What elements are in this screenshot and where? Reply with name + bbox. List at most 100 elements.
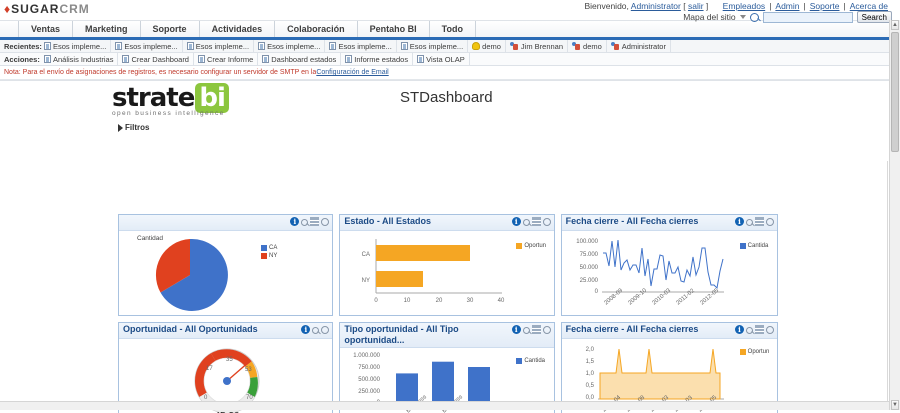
legend-swatch [261,253,267,259]
gear-icon[interactable] [766,218,774,226]
table-icon[interactable] [532,217,541,226]
gear-icon[interactable] [543,326,551,334]
legend-swatch [261,245,267,251]
doc-icon [345,55,352,63]
gear-icon[interactable] [321,326,329,334]
info-icon[interactable]: i [512,217,521,226]
scroll-down-arrow-icon[interactable]: ▼ [891,400,899,410]
horizontal-scrollbar[interactable] [0,401,889,410]
zoom-icon[interactable] [746,219,753,226]
table-icon[interactable] [755,217,764,226]
action-label: Crear Informe [207,55,253,64]
recent-item-label: demo [482,42,501,51]
vertical-scroll-thumb[interactable] [891,32,899,152]
recent-item[interactable]: Esos impleme... [254,40,325,53]
scroll-up-arrow-icon[interactable]: ▲ [891,20,899,30]
svg-text:1,5: 1,5 [585,359,594,365]
sitemap-and-search: Mapa del sitio Search [683,11,892,23]
dashboard-row-2: Oportunidad - All Oportunidads i [118,322,778,413]
current-user-link[interactable]: Administrator [631,1,681,11]
panel-icon-group: i [301,324,329,334]
panel-icon-group: i [512,324,551,334]
tab-colaboracion[interactable]: Colaboración [275,21,358,37]
sitemap-label[interactable]: Mapa del sitio [683,12,735,22]
recent-item-jim-brennan[interactable]: Jim Brennan [506,40,568,53]
recent-item-demo[interactable]: demo [468,40,506,53]
gear-icon[interactable] [766,326,774,334]
panel-body: Cantidad CA NY [119,231,332,315]
svg-text:2012-05: 2012-05 [699,287,720,306]
doc-icon [401,42,408,50]
smtp-notice-text: Nota: Para el envío de asignaciones de r… [4,69,316,76]
recent-item[interactable]: Esos impleme... [111,40,182,53]
tab-pentaho-bi[interactable]: Pentaho BI [358,21,430,37]
search-button[interactable]: Search [857,11,892,23]
legend-label: Oportun [524,243,546,249]
legend-item: Oportun [516,243,546,249]
info-icon[interactable]: i [301,325,310,334]
recent-item-label: Esos impleme... [124,42,177,51]
action-crear-informe[interactable]: Crear Informe [194,53,258,66]
svg-text:2,0: 2,0 [585,347,594,353]
tab-marketing[interactable]: Marketing [73,21,141,37]
dashboard-row-1: i Cantidad CA NY [118,214,778,316]
recent-item-label: Esos impleme... [196,42,249,51]
table-icon[interactable] [755,325,764,334]
svg-text:100.000: 100.000 [576,239,598,245]
tab-todo[interactable]: Todo [430,21,476,37]
zoom-icon[interactable] [523,219,530,226]
recent-item[interactable]: Esos impleme... [325,40,396,53]
vertical-scrollbar[interactable]: ▲ ▼ [889,20,900,410]
legend-label: Cantida [524,358,545,364]
panel-header: Tipo oportunidad - All Tipo oportunidad.… [340,323,553,348]
zoom-icon[interactable] [312,327,319,334]
recent-item[interactable]: Esos impleme... [40,40,111,53]
logout-link[interactable]: salir [688,1,704,11]
info-icon[interactable]: i [735,217,744,226]
svg-text:2010-03: 2010-03 [651,287,672,306]
recent-item[interactable]: Esos impleme... [397,40,468,53]
header-link-admin[interactable]: Admin [775,1,799,11]
action-vista-olap[interactable]: Vista OLAP [413,53,470,66]
recent-item[interactable]: Esos impleme... [183,40,254,53]
header-link-soporte[interactable]: Soporte [810,1,840,11]
action-label: Análisis Industrias [53,55,113,64]
svg-text:CA: CA [362,252,370,258]
zoom-icon[interactable] [746,327,753,334]
tab-actividades[interactable]: Actividades [200,21,276,37]
table-icon[interactable] [532,325,541,334]
action-dashboard-estados[interactable]: Dashboard estados [258,53,341,66]
tab-soporte[interactable]: Soporte [141,21,200,37]
tab-ventas[interactable]: Ventas [18,21,73,37]
header-link-empleados[interactable]: Empleados [723,1,766,11]
recent-item-label: Esos impleme... [53,42,106,51]
info-icon[interactable]: i [735,325,744,334]
dashboard-grid: i Cantidad CA NY [118,214,778,413]
zoom-icon[interactable] [523,327,530,334]
filters-toggle[interactable]: Filtros [118,123,149,132]
table-icon[interactable] [310,217,319,226]
action-analisis-industrias[interactable]: Análisis Industrias [40,53,118,66]
zoom-icon[interactable] [301,219,308,226]
recent-item-administrator[interactable]: Administrator [607,40,671,53]
chevron-down-icon[interactable] [740,15,746,19]
action-informe-estados[interactable]: Informe estados [341,53,413,66]
recent-item-demo-2[interactable]: demo [568,40,607,53]
actions-bar: Acciones: Análisis Industrias Crear Dash… [0,53,900,66]
action-label: Vista OLAP [426,55,465,64]
panel-tipo-oportunidad-bar: Tipo oportunidad - All Tipo oportunidad.… [339,322,554,413]
search-input[interactable] [763,12,853,23]
info-icon[interactable]: i [290,217,299,226]
gear-icon[interactable] [543,218,551,226]
smtp-notice: Nota: Para el envío de asignaciones de r… [0,66,900,80]
actions-label: Acciones: [4,55,40,64]
email-config-link[interactable]: Configuración de Email [316,69,388,76]
gear-icon[interactable] [321,218,329,226]
panel-title: Fecha cierre - All Fecha cierres [566,216,735,227]
header-link-acercade[interactable]: Acerca de [850,1,888,11]
action-crear-dashboard[interactable]: Crear Dashboard [118,53,194,66]
panel-header: i [119,215,332,231]
info-icon[interactable]: i [512,325,521,334]
panel-header: Fecha cierre - All Fecha cierres i [562,215,777,231]
area-legend: Oportun [740,349,770,355]
